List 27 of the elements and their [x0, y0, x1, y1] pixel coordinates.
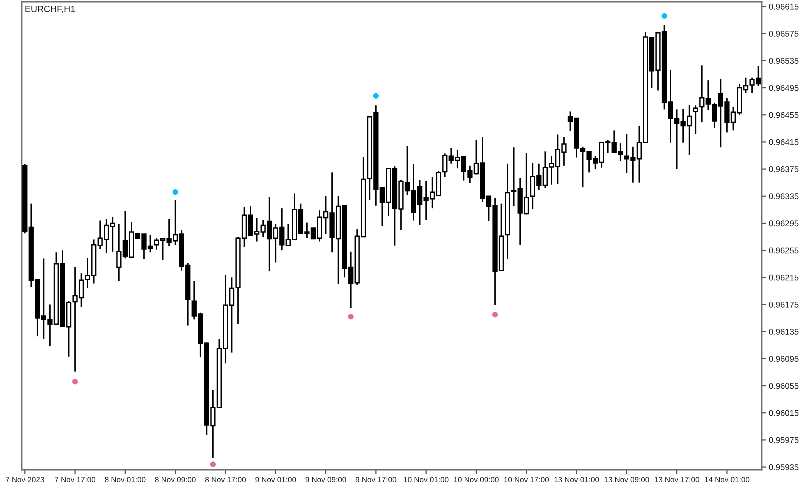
point	[348, 314, 354, 320]
y-tick-label: 0.95975	[769, 437, 799, 444]
point	[373, 93, 379, 99]
point	[662, 13, 668, 19]
y-tick-label: 0.96455	[769, 112, 799, 118]
y-tick-label: 0.96175	[769, 302, 799, 308]
y-tick-label: 0.96335	[769, 194, 799, 200]
y-tick-label: 0.96535	[769, 58, 799, 64]
y-tick-label: 0.96255	[769, 248, 799, 254]
y-tick-label: 0.96615	[769, 4, 799, 10]
y-tick-label: 0.96095	[769, 356, 799, 362]
chart-title: EURCHF,H1	[26, 6, 76, 14]
y-tick-label: 0.95935	[769, 464, 799, 470]
point	[210, 462, 216, 468]
point	[172, 190, 178, 196]
candlestick	[693, 104, 698, 135]
point	[72, 379, 78, 385]
y-tick-label: 0.96415	[769, 139, 799, 146]
y-tick-label: 0.96495	[769, 85, 799, 92]
y-tick-label: 0.96295	[769, 220, 799, 227]
y-tick-label: 0.96215	[769, 274, 799, 281]
y-tick-label: 0.96375	[769, 166, 799, 172]
y-tick-label: 0.96135	[769, 329, 799, 335]
y-tick-label: 0.96575	[769, 31, 799, 37]
y-tick-label: 0.96015	[769, 410, 799, 416]
point	[492, 312, 498, 318]
y-tick-label: 0.96055	[769, 383, 799, 390]
